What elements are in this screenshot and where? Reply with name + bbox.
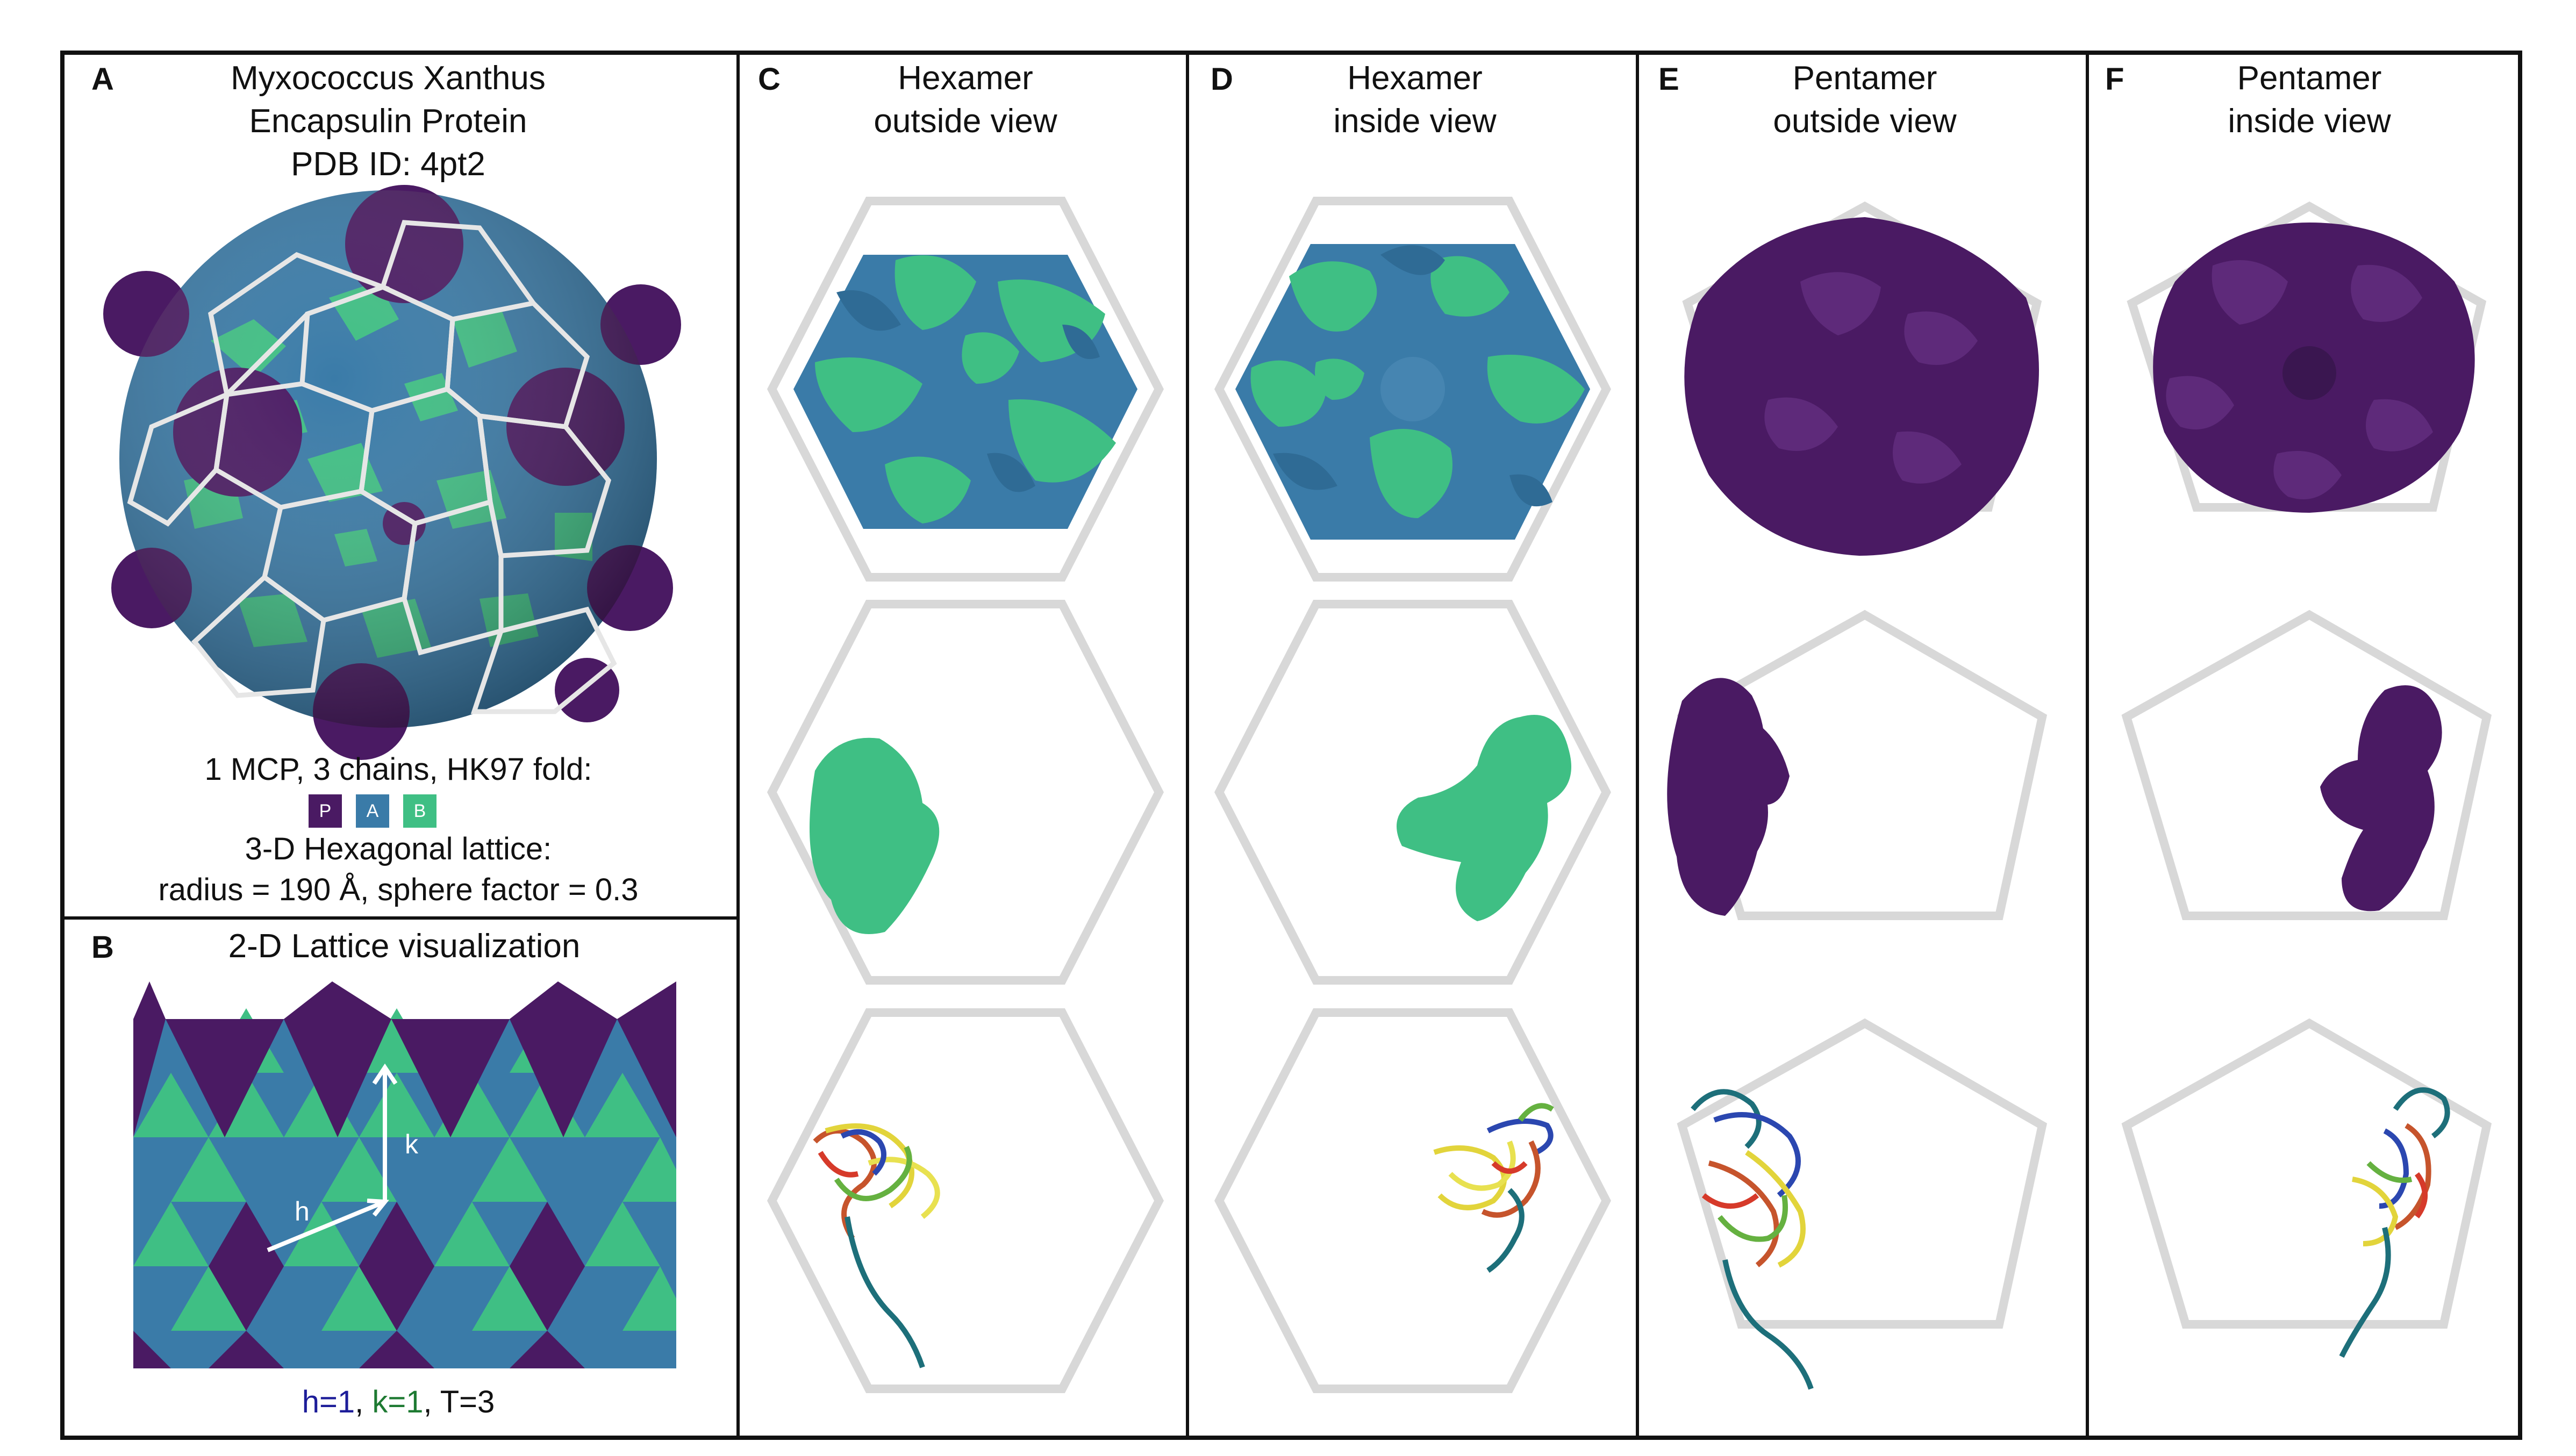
panel-e-title-line2: outside view: [1773, 103, 1957, 140]
divider-d-e: [1636, 51, 1639, 1440]
panel-a-title-line1: Myxococcus Xanthus: [231, 60, 546, 97]
divider-ab-c: [736, 51, 740, 1440]
panel-c-title-line1: Hexamer: [898, 60, 1033, 97]
hexamer-outside-single-chain: [767, 600, 1164, 985]
hexamer-outside-surface: [767, 197, 1164, 582]
panel-e-title-line1: Pentamer: [1792, 60, 1937, 97]
footer-h-value: h=1: [302, 1385, 355, 1419]
pentamer-outside-ribbon: [1677, 1018, 2048, 1390]
lattice-2d-image: k h: [133, 981, 676, 1368]
panel-d-title-line1: Hexamer: [1347, 60, 1483, 97]
panel-d: D Hexamer inside view: [1189, 51, 1636, 1440]
panel-a-title: Myxococcus Xanthus Encapsulin Protein PD…: [200, 57, 576, 186]
pentamer-inside-ribbon: [2121, 1018, 2492, 1358]
panel-a-title-line3: PDB ID: 4pt2: [291, 146, 485, 183]
panel-f-title-line1: Pentamer: [2237, 60, 2382, 97]
arrow-k-label: k: [405, 1129, 419, 1159]
panel-a-caption-line1: 1 MCP, 3 chains, HK97 fold:: [204, 752, 592, 787]
panel-b-footer: h=1, k=1, T=3: [60, 1382, 736, 1423]
pentamer-outside-surface: [1682, 201, 2042, 556]
panel-c: C Hexamer outside view: [740, 51, 1186, 1440]
chain-legend: P A B: [309, 794, 437, 828]
footer-separator-2: ,: [423, 1385, 440, 1419]
legend-chip-a: A: [356, 794, 389, 828]
hexamer-outside-ribbon: [767, 1008, 1164, 1393]
hexamer-inside-ribbon: [1214, 1008, 1611, 1393]
panel-c-title-line2: outside view: [874, 103, 1057, 140]
panel-a-title-line2: Encapsulin Protein: [249, 103, 527, 140]
panel-f-title-line2: inside view: [2228, 103, 2391, 140]
panel-b: B 2-D Lattice visualization: [60, 920, 736, 1440]
panel-c-title: Hexamer outside view: [815, 57, 1116, 143]
panel-e-title: Pentamer outside view: [1714, 57, 2015, 143]
legend-chip-p: P: [309, 794, 342, 828]
legend-chip-b: B: [403, 794, 437, 828]
capsid-image: [103, 185, 681, 760]
panel-a: A Myxococcus Xanthus Encapsulin Protein …: [60, 51, 736, 916]
divider-a-b: [60, 916, 740, 920]
divider-e-f: [2086, 51, 2089, 1440]
footer-t-value: T=3: [440, 1385, 495, 1419]
panel-b-title: 2-D Lattice visualization: [228, 928, 581, 965]
panel-c-letter: C: [758, 62, 781, 97]
panel-f-title: Pentamer inside view: [2159, 57, 2460, 143]
panel-a-letter: A: [91, 62, 114, 97]
panel-e: E Pentamer outside view: [1639, 51, 2086, 1440]
panel-a-caption-line3: radius = 190 Å, sphere factor = 0.3: [158, 872, 639, 907]
panel-b-letter: B: [91, 930, 114, 965]
figure-frame: [60, 51, 2522, 1440]
footer-separator-1: ,: [355, 1385, 373, 1419]
hexamer-inside-single-chain: [1214, 600, 1611, 985]
panel-f: F Pentamer inside view: [2089, 51, 2522, 1440]
panel-f-letter: F: [2105, 62, 2124, 97]
pentamer-inside-surface: [2127, 201, 2487, 513]
hexamer-inside-surface: [1214, 197, 1611, 582]
panel-d-title-line2: inside view: [1333, 103, 1497, 140]
footer-k-value: k=1: [372, 1385, 424, 1419]
panel-d-title: Hexamer inside view: [1264, 57, 1565, 143]
pentamer-inside-single-chain: [2121, 609, 2492, 920]
panel-d-letter: D: [1211, 62, 1233, 97]
panel-a-caption-line2: 3-D Hexagonal lattice:: [245, 831, 552, 866]
panel-e-letter: E: [1658, 62, 1679, 97]
divider-c-d: [1186, 51, 1189, 1440]
pentamer-outside-single-chain: [1667, 609, 2048, 920]
arrow-h-label: h: [295, 1196, 310, 1227]
